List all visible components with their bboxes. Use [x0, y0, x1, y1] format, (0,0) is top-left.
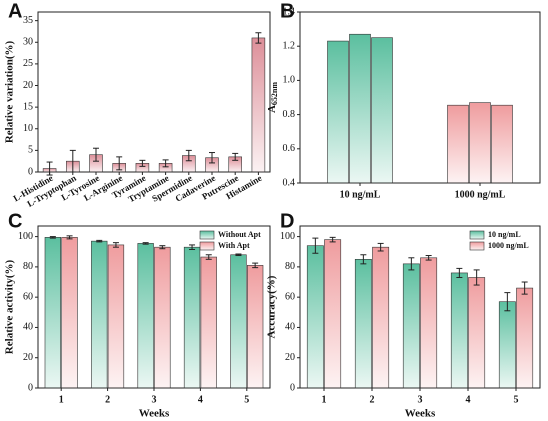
bar — [44, 237, 61, 389]
bar — [469, 102, 491, 184]
bar — [491, 104, 513, 184]
bar — [306, 245, 324, 389]
bar — [420, 257, 438, 389]
bar — [371, 37, 393, 184]
x-tick-label: 10 ng/mL — [340, 189, 381, 200]
x-axis-label: Weeks — [139, 408, 170, 420]
bar — [137, 243, 154, 389]
x-tick-label: 2 — [370, 394, 375, 405]
bar — [230, 254, 247, 389]
y-tick-label: 0 — [28, 382, 33, 393]
bar — [354, 259, 372, 389]
legend-swatch — [199, 230, 215, 240]
panel-label: A — [8, 0, 22, 22]
y-tick-label: 0.4 — [283, 177, 296, 188]
x-axis-label: Weeks — [405, 408, 436, 420]
y-tick-label: 0.6 — [283, 143, 296, 154]
panel-label: B — [280, 0, 294, 22]
y-tick-label: 80 — [285, 261, 295, 272]
y-axis-label: Accuracy(%) — [266, 275, 278, 338]
x-tick-label: 4 — [466, 394, 471, 405]
y-tick-label: 60 — [285, 291, 295, 302]
bar — [327, 40, 349, 184]
y-tick-label: 60 — [23, 291, 33, 302]
legend-label: 10 ng/mL — [488, 230, 521, 239]
bar — [402, 263, 420, 389]
bar — [251, 37, 266, 173]
y-tick-label: 30 — [23, 37, 33, 48]
y-tick-label: 40 — [285, 322, 295, 333]
legend-label: With Apt — [218, 241, 250, 250]
y-tick-label: 1.0 — [283, 75, 296, 86]
y-axis-label: A652nm — [266, 82, 279, 113]
bar — [247, 265, 264, 389]
y-tick-label: 0 — [28, 166, 33, 177]
y-label-main: A — [266, 105, 278, 113]
x-tick-label: 1 — [59, 394, 64, 405]
y-label-sub: 652nm — [270, 82, 279, 105]
panel-label: D — [280, 210, 294, 232]
bar — [516, 287, 534, 389]
bar — [349, 33, 371, 184]
bar — [324, 239, 342, 389]
bar — [154, 246, 171, 389]
y-tick-label: 10 — [23, 123, 33, 134]
bar — [447, 104, 469, 184]
y-tick-label: 35 — [23, 15, 33, 26]
y-tick-label: 0.8 — [283, 109, 296, 120]
x-tick-label: 5 — [244, 394, 249, 405]
bar — [61, 237, 78, 389]
legend-label: Without Apt — [218, 230, 261, 239]
x-tick-label: 1000 ng/mL — [455, 189, 506, 200]
y-tick-label: 20 — [285, 352, 295, 363]
y-tick-label: 1.4 — [283, 6, 296, 17]
y-tick-label: 100 — [18, 231, 33, 242]
bar — [372, 246, 390, 389]
y-tick-label: 20 — [23, 352, 33, 363]
y-tick-label: 15 — [23, 101, 33, 112]
bar — [91, 240, 108, 389]
bar — [183, 246, 201, 389]
x-tick-label: 5 — [514, 394, 519, 405]
y-tick-label: 25 — [23, 58, 33, 69]
x-tick-label: 4 — [198, 394, 203, 405]
y-tick-label: 80 — [23, 261, 33, 272]
legend-swatch — [199, 241, 215, 251]
y-tick-label: 20 — [23, 80, 33, 91]
y-tick-label: 0 — [290, 382, 295, 393]
legend-swatch — [469, 230, 485, 240]
y-tick-label: 40 — [23, 322, 33, 333]
bar — [200, 256, 217, 389]
x-tick-label: 3 — [418, 394, 423, 405]
legend-swatch — [469, 241, 485, 251]
y-tick-label: 1.2 — [283, 40, 296, 51]
x-tick-label: 1 — [322, 394, 327, 405]
x-tick-label: 2 — [105, 394, 110, 405]
y-tick-label: 100 — [280, 231, 295, 242]
plot-frame — [37, 11, 271, 173]
bar — [450, 272, 468, 389]
y-tick-label: 5 — [28, 145, 33, 156]
legend-label: 1000 ng/mL — [488, 241, 529, 250]
x-tick-label: 3 — [152, 394, 157, 405]
panel-label: C — [8, 210, 22, 232]
y-axis-label: Relative activity(%) — [4, 259, 16, 354]
y-axis-label: Relative variation(%) — [4, 40, 16, 143]
bar — [498, 301, 516, 389]
bar — [468, 277, 486, 389]
bar — [107, 244, 125, 389]
plot-frame — [299, 11, 541, 184]
